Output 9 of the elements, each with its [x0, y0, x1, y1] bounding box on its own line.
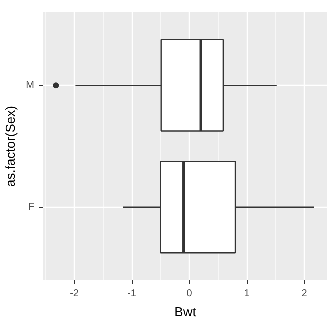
- x-tick-label: -1: [128, 288, 137, 300]
- x-tick-label: 0: [186, 288, 193, 300]
- y-axis-title: as.factor(Sex): [3, 106, 18, 187]
- x-tick-label: -2: [70, 288, 80, 300]
- y-tick-label: M: [26, 80, 35, 92]
- y-tick-label: F: [28, 202, 34, 213]
- x-tick-label: 1: [244, 288, 250, 300]
- x-tick-label: 2: [302, 288, 308, 300]
- x-axis-title: Bwt: [174, 304, 197, 320]
